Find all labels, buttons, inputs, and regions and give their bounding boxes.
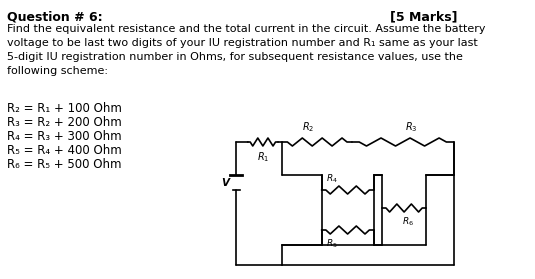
Text: [5 Marks]: [5 Marks] [391,10,458,23]
Text: $R_1$: $R_1$ [257,150,269,164]
Text: R₃ = R₂ + 200 Ohm: R₃ = R₂ + 200 Ohm [7,116,121,129]
Text: Find the equivalent resistance and the total current in the circuit. Assume the : Find the equivalent resistance and the t… [7,24,485,76]
Text: $R_5$: $R_5$ [326,237,338,249]
Text: V: V [221,177,230,187]
Text: $R_4$: $R_4$ [326,172,338,185]
Text: $R_2$: $R_2$ [302,120,315,134]
Text: Question # 6:: Question # 6: [7,10,103,23]
Text: R₄ = R₃ + 300 Ohm: R₄ = R₃ + 300 Ohm [7,130,121,143]
Text: R₆ = R₅ + 500 Ohm: R₆ = R₅ + 500 Ohm [7,158,121,171]
Text: R₅ = R₄ + 400 Ohm: R₅ = R₄ + 400 Ohm [7,144,121,157]
Text: $R_3$: $R_3$ [405,120,418,134]
Text: $R_6$: $R_6$ [402,216,415,229]
Text: R₂ = R₁ + 100 Ohm: R₂ = R₁ + 100 Ohm [7,102,122,115]
